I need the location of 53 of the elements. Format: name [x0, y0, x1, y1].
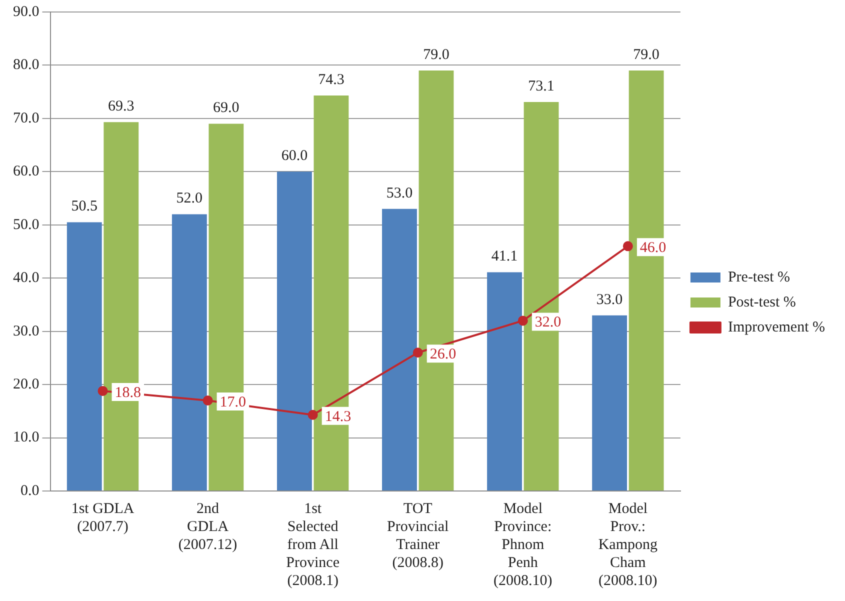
data-label: 52.0 [176, 190, 203, 207]
legend-label: Pre-test % [728, 269, 790, 286]
x-tick-label: 2nd GDLA (2007.12) [178, 500, 238, 553]
legend-label: Improvement % [728, 319, 826, 336]
data-label: 46.0 [640, 240, 666, 256]
x-tick-label: 1st GDLA (2007.7) [71, 500, 134, 535]
y-tick-label: 20.0 [13, 376, 40, 392]
bar [66, 222, 102, 490]
data-label: 33.0 [596, 292, 623, 308]
y-tick-label: 80.0 [13, 57, 40, 74]
data-label: 60.0 [281, 148, 308, 164]
bar [382, 208, 417, 490]
data-label: 69.3 [108, 98, 134, 115]
point [98, 386, 108, 396]
y-tick-label: 30.0 [13, 323, 40, 340]
bar [628, 70, 664, 490]
data-label: 18.8 [114, 384, 142, 401]
data-label: 50.5 [71, 198, 98, 215]
y-tick-label: 60.0 [13, 164, 40, 180]
y-tick-label: 50.0 [13, 216, 40, 233]
data-label: 41.1 [491, 248, 518, 265]
x-tick-label: TOT Provincial Trainer (2008.8) [387, 500, 449, 571]
data-label: 32.0 [534, 314, 562, 331]
data-label: 53.0 [386, 185, 413, 202]
point [622, 241, 633, 252]
y-tick-label: 0.0 [20, 482, 40, 499]
point [202, 396, 213, 406]
data-label: 73.1 [528, 78, 554, 94]
x-tick-label: 1st Selected from All Province (2008.1) [286, 500, 340, 589]
bar [418, 70, 454, 490]
bar [172, 214, 207, 490]
data-label: 74.3 [318, 72, 344, 88]
data-label: 26.0 [430, 346, 456, 363]
point [308, 410, 318, 420]
y-tick-label: 90.0 [13, 4, 40, 20]
data-label: 79.0 [633, 46, 660, 63]
bar [487, 272, 522, 490]
legend-label: Post-test % [728, 294, 796, 310]
y-tick-label: 70.0 [13, 110, 40, 126]
x-tick-label: Model Province: Phnom Penh (2008.10) [494, 500, 552, 589]
bar [524, 102, 559, 490]
data-label: 79.0 [423, 46, 450, 63]
point [518, 316, 528, 326]
y-tick-label: 10.0 [13, 430, 40, 446]
point [412, 348, 423, 358]
bar [314, 96, 349, 490]
data-label: 69.0 [213, 100, 240, 116]
bar [276, 172, 312, 490]
bar [592, 315, 628, 490]
data-label: 17.0 [220, 394, 246, 410]
y-tick-label: 40.0 [13, 270, 40, 286]
x-tick-label: Model Prov.: Kampong Cham (2008.10) [598, 500, 658, 589]
data-label: 14.3 [324, 408, 352, 425]
